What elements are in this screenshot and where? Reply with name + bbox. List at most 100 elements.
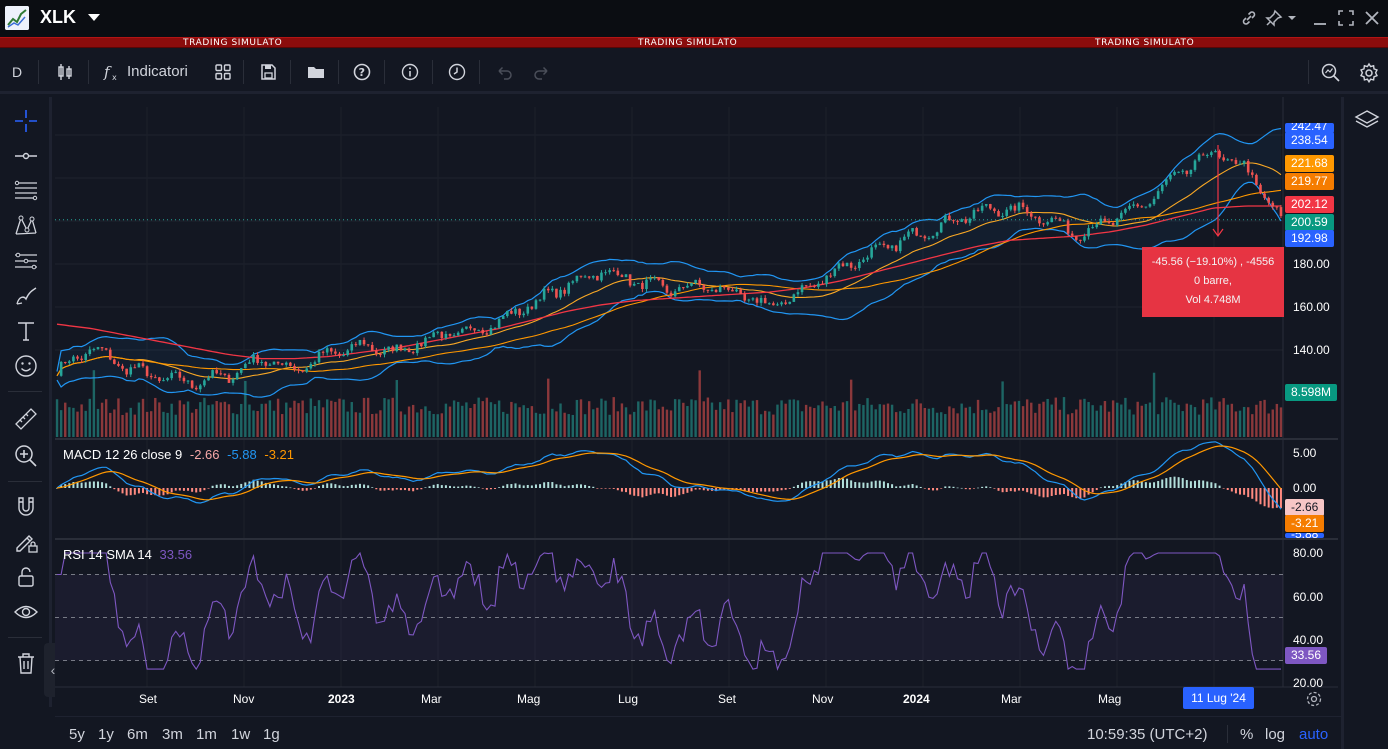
percent-toggle[interactable]: % [1240, 726, 1254, 743]
quick-search-icon[interactable] [1320, 62, 1342, 82]
pin-menu-chevron-icon[interactable] [1285, 8, 1299, 28]
trash-icon[interactable] [12, 649, 40, 677]
unlock-icon[interactable] [12, 563, 40, 591]
candle-body [424, 337, 427, 347]
log-toggle[interactable]: log [1265, 726, 1286, 743]
layout-grid-icon[interactable] [213, 62, 233, 82]
info-icon[interactable] [400, 62, 420, 82]
candle-body [235, 372, 239, 380]
candle-body [440, 331, 444, 339]
range-3m-button[interactable]: 3m [162, 726, 183, 743]
range-1m-button[interactable]: 1m [196, 726, 217, 743]
chevron-down-icon[interactable] [88, 14, 100, 21]
replay-clock-icon[interactable] [447, 62, 467, 82]
volume-bar [317, 400, 321, 437]
magnet-icon[interactable] [12, 493, 40, 521]
chart-area[interactable]: 180.00 160.00 140.00 242.47 238.54 221.6… [55, 97, 1338, 709]
candle-body [788, 301, 792, 304]
time-axis-settings-icon[interactable] [1305, 690, 1323, 708]
volume-bar [469, 408, 472, 437]
candle-body [477, 329, 480, 331]
volume-bar [1222, 398, 1225, 437]
candle-body [825, 275, 828, 285]
redo-icon[interactable] [532, 62, 552, 82]
clock-timezone[interactable]: 10:59:35 (UTC+2) [1087, 726, 1208, 743]
indicators-button[interactable]: Indicatori [127, 63, 188, 80]
link-icon[interactable] [1239, 8, 1259, 28]
ticker-symbol[interactable]: XLK [40, 7, 76, 27]
volume-bar [1255, 404, 1258, 437]
time-axis-label: Mar [1001, 692, 1022, 706]
volume-bar [935, 412, 939, 437]
settings-gear-icon[interactable] [1358, 62, 1380, 84]
volume-bar [182, 404, 186, 437]
candle-body [620, 275, 624, 278]
volume-bar [944, 414, 947, 437]
candle-body [1156, 191, 1160, 199]
candle-body [1091, 227, 1094, 229]
range-1y-button[interactable]: 1y [98, 726, 114, 743]
candle-body [710, 289, 714, 291]
candles-icon[interactable] [55, 62, 75, 82]
volume-bar [1193, 407, 1197, 437]
macd-histogram-bar [895, 486, 898, 488]
volume-bar [776, 404, 779, 437]
macd-histogram-bar [923, 488, 926, 489]
crosshair-icon[interactable] [12, 107, 40, 135]
interval-button[interactable]: D [12, 64, 23, 80]
auto-toggle[interactable]: auto [1299, 726, 1329, 743]
volume-bar [1144, 403, 1148, 437]
zoom-in-icon[interactable] [12, 442, 40, 470]
maximize-icon[interactable] [1336, 8, 1356, 28]
help-icon[interactable]: ? [352, 62, 372, 82]
brush-icon[interactable] [12, 282, 40, 310]
eye-icon[interactable] [12, 598, 40, 626]
candle-body [252, 355, 255, 363]
macd-histogram-bar [952, 486, 955, 488]
pin-icon[interactable] [1264, 8, 1284, 28]
candle-body [88, 349, 92, 355]
volume-bar [620, 403, 624, 437]
minimize-icon[interactable] [1310, 8, 1330, 28]
prediction-tools-icon[interactable] [12, 247, 40, 275]
volume-bar [166, 412, 169, 437]
time-axis-label: 2024 [903, 692, 930, 706]
range-1w-button[interactable]: 1w [231, 726, 251, 743]
macd-histogram-bar [1128, 480, 1131, 488]
range-6m-button[interactable]: 6m [127, 726, 148, 743]
range-5y-button[interactable]: 5y [69, 726, 85, 743]
macd-histogram-bar [227, 485, 230, 488]
pattern-icon[interactable] [12, 212, 40, 240]
rsi-legend[interactable]: RSI 14 SMA 14 33.56 [63, 547, 196, 562]
volume-bar [800, 411, 804, 437]
emoji-icon[interactable] [12, 352, 40, 380]
range-1g-button[interactable]: 1g [263, 726, 280, 743]
folder-icon[interactable] [306, 62, 326, 82]
layers-icon[interactable] [1354, 107, 1380, 133]
candle-body [1140, 206, 1144, 208]
volume-bar [1197, 414, 1201, 437]
undo-icon[interactable] [494, 62, 514, 82]
lock-pencil-icon[interactable] [12, 528, 40, 556]
macd-histogram-bar [502, 485, 505, 488]
price-axis-label: 160.00 [1293, 300, 1330, 314]
macd-histogram-bar [1218, 485, 1221, 488]
macd-histogram-bar [1112, 486, 1115, 488]
macd-legend[interactable]: MACD 12 26 close 9 -2.66 -5.88 -3.21 [63, 447, 298, 462]
macd-histogram-bar [432, 484, 435, 488]
volume-bar [698, 370, 701, 437]
ruler-icon[interactable] [12, 405, 40, 433]
close-icon[interactable] [1362, 8, 1382, 28]
text-tool-icon[interactable] [12, 317, 40, 345]
save-icon[interactable] [258, 62, 278, 82]
candle-body [68, 361, 71, 363]
macd-histogram-bar [1054, 488, 1057, 496]
candle-body [113, 359, 116, 364]
volume-bar [804, 404, 808, 437]
candle-body [612, 270, 616, 272]
horizontal-line-icon[interactable] [12, 142, 40, 170]
macd-histogram-bar [1239, 488, 1242, 495]
fib-retracement-icon[interactable] [12, 177, 40, 205]
chart-canvas[interactable] [55, 97, 1338, 707]
